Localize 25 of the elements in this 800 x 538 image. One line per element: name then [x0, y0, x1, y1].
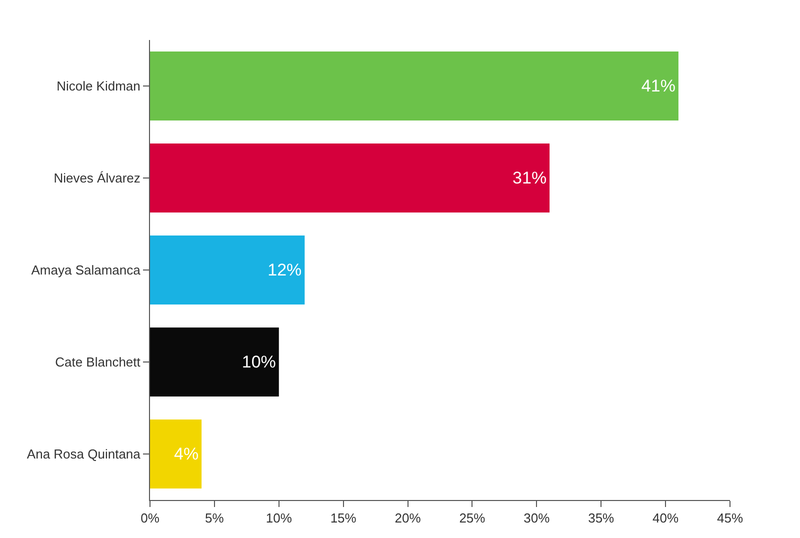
x-tick-label: 25% [459, 510, 486, 526]
x-tick-label: 30% [524, 510, 550, 526]
bar [150, 52, 678, 120]
bar [150, 420, 202, 488]
x-tick-label: 40% [652, 510, 680, 526]
data-label: 10% [242, 352, 276, 372]
bar [150, 236, 305, 304]
y-tick-label: Nicole Kidman [56, 78, 140, 94]
data-label: 12% [268, 260, 302, 280]
bar [150, 144, 550, 212]
data-label: 31% [512, 168, 547, 188]
y-tick-label: Ana Rosa Quintana [26, 446, 142, 462]
x-tick-label: 35% [588, 510, 615, 526]
x-tick-label: 20% [394, 510, 422, 526]
data-label: 41% [641, 76, 676, 96]
x-tick-label: 0% [140, 510, 160, 526]
x-tick-label: 15% [330, 510, 357, 526]
y-tick-label: Cate Blanchett [55, 354, 141, 370]
x-tick-label: 5% [205, 510, 224, 526]
bar [150, 328, 279, 396]
x-tick-label: 10% [266, 510, 292, 526]
data-label: 4% [174, 444, 199, 464]
y-tick-label: Nieves Álvarez [54, 170, 140, 186]
y-tick-label: Amaya Salamanca [31, 262, 142, 278]
x-tick-label: 45% [716, 510, 744, 526]
